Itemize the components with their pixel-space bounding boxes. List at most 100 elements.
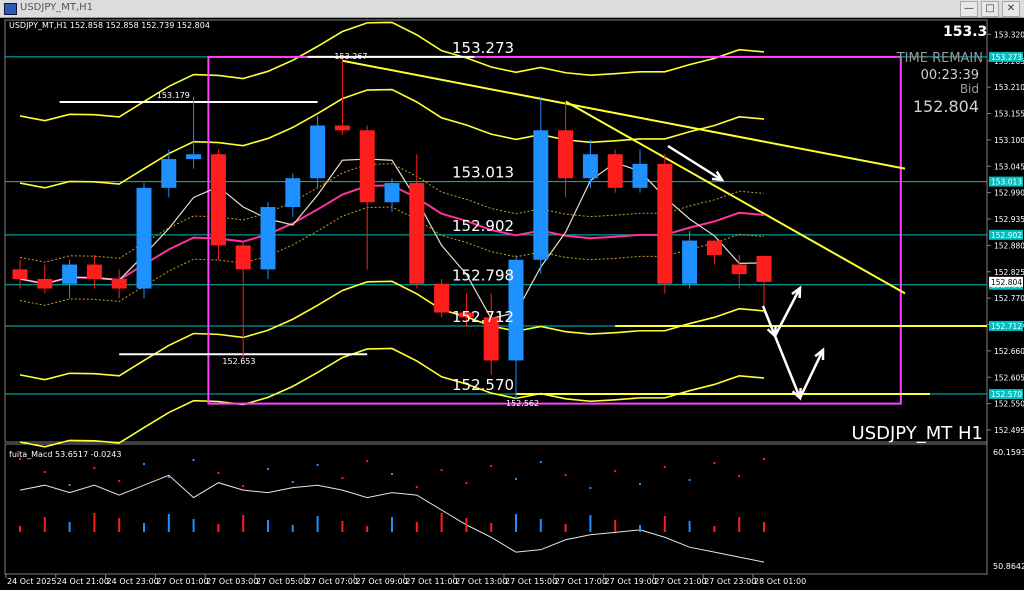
forecast-arrow-head (711, 170, 725, 182)
swing-label: 152.562 (506, 399, 539, 408)
price-axis-label: 153.320 (994, 30, 1024, 39)
macd-bear-bar (93, 513, 96, 532)
macd-bull-bar (391, 517, 393, 532)
maximize-button[interactable]: □ (981, 1, 999, 17)
bear-candle (359, 130, 375, 203)
range-box (207, 55, 902, 405)
swing-label: 152.653 (222, 357, 255, 366)
macd-bear-bar (663, 516, 666, 532)
corner-price: 153.3 (943, 24, 987, 40)
price-axis-marker (989, 276, 1023, 287)
forecast-arrows (667, 144, 825, 401)
macd-bull-bar (192, 519, 195, 532)
bear-candle (657, 163, 673, 284)
macd-bull-bar (167, 514, 170, 532)
macd-bear-bar (490, 523, 493, 532)
close-button[interactable]: ✕ (1002, 1, 1020, 17)
macd-dot (267, 468, 269, 470)
macd-bear-bar (738, 517, 741, 532)
macd-bull-bar (639, 525, 641, 532)
swing-label: 153.179 (157, 91, 190, 100)
time-axis-label: 24 Oct 23:00 (107, 577, 159, 586)
price-axis-marker-text: 152.804 (991, 278, 1022, 287)
price-axis-marker-text: 152.570 (991, 390, 1022, 399)
price-axis-marker (989, 51, 1023, 62)
macd-bull-bar (291, 525, 294, 532)
time-remain-value: 00:23:39 (921, 68, 979, 83)
forecast-arrow-head (814, 347, 825, 361)
price-axis-label: 153.155 (994, 110, 1024, 119)
macd-dot (663, 466, 666, 468)
macd-dot (539, 461, 542, 463)
bid-label: Bid (960, 82, 979, 96)
bear-candle (111, 278, 127, 289)
macd-dot (19, 458, 21, 460)
time-axis-label: 27 Oct 09:00 (356, 577, 408, 586)
macd-dot (490, 465, 493, 467)
time-axis-label: 27 Oct 05:00 (256, 577, 308, 586)
macd-bull-bar (267, 520, 269, 532)
macd-dot (738, 475, 741, 477)
price-axis-label: 152.495 (994, 426, 1024, 435)
macd-dot (688, 479, 691, 481)
bull-candle (136, 187, 152, 289)
lower-dotted-band-line (19, 206, 765, 306)
macd-dot (366, 460, 369, 462)
macd-dot (291, 481, 294, 483)
forecast-arrow-shaft (798, 349, 825, 399)
lower-envelope-line (19, 347, 765, 448)
bull-candle (285, 178, 301, 208)
macd-bear-bar (217, 524, 220, 532)
forecast-arrow-shaft (761, 305, 777, 337)
bear-candle (458, 312, 474, 318)
time-axis-label: 27 Oct 21:00 (654, 577, 706, 586)
falling-trend-line (565, 100, 906, 295)
price-axis-marker (989, 320, 1023, 331)
macd-dot (515, 478, 517, 480)
upper-trend-line (342, 59, 906, 170)
bear-candle (235, 245, 251, 270)
minimize-button[interactable]: — (960, 1, 978, 17)
window-titlebar[interactable]: USDJPY_MT,H1 — □ ✕ (0, 0, 1024, 18)
macd-dot (192, 459, 195, 461)
price-axis-marker-text: 153.013 (991, 178, 1022, 187)
price-axis-label: 152.880 (994, 241, 1024, 250)
time-axis-label: 27 Oct 11:00 (405, 577, 457, 586)
forecast-arrow-shaft (667, 144, 723, 182)
macd-dot (465, 482, 468, 484)
macd-dot (93, 467, 96, 469)
bear-candle (607, 154, 623, 188)
time-axis-label: 24 Oct 2025 (7, 577, 56, 586)
price-axis-label: 153.210 (994, 83, 1024, 92)
macd-dot (763, 458, 765, 460)
macd-bear-bar (43, 517, 46, 532)
bull-candle (260, 207, 276, 270)
price-chart[interactable]: 153.273 153.013 152.902 152.798 152.712 152.5… (0, 18, 1024, 590)
price-axis-label: 153.045 (994, 162, 1024, 171)
macd-dot (589, 487, 592, 489)
macd-scale-top: 60.1593 (993, 448, 1024, 457)
trend-lines (59, 55, 987, 396)
macd-label: fuita_Macd 53.6517 -0.0243 (9, 450, 121, 459)
chart-info-header: USDJPY_MT,H1 152.858 152.858 152.739 152… (9, 21, 210, 30)
price-axis-label: 152.550 (994, 400, 1024, 409)
time-axis-label: 27 Oct 15:00 (505, 577, 557, 586)
macd-dot (639, 483, 641, 485)
bear-candle (210, 154, 226, 246)
price-axis-marker (989, 229, 1023, 240)
bull-candle (310, 125, 326, 179)
macd-bear-bar (465, 518, 468, 532)
macd-bear-bar (118, 518, 121, 532)
macd-dot (217, 472, 220, 474)
bear-candle (731, 264, 747, 275)
time-axis-label: 27 Oct 19:00 (605, 577, 657, 586)
upper-envelope-line (19, 88, 765, 189)
macd-dot (564, 474, 567, 476)
bull-candle (582, 154, 598, 179)
bull-candle (508, 259, 524, 361)
macd-bull-bar (589, 515, 592, 532)
swing-label: 153.267 (334, 52, 367, 61)
macd-dot (415, 486, 418, 488)
envelope-bands (19, 21, 765, 448)
macd-bear-bar (564, 524, 567, 532)
